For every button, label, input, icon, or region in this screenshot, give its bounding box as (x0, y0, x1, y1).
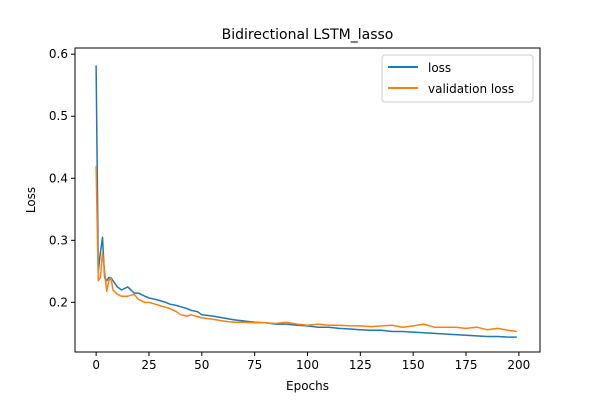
x-tick-label: 75 (247, 358, 262, 372)
series-layer (95, 65, 517, 338)
x-axis-label: Epochs (286, 379, 329, 393)
legend-label-loss: loss (428, 61, 451, 75)
y-tick-label: 0.2 (49, 295, 68, 309)
y-tick-label: 0.5 (49, 109, 68, 123)
x-axis: 0 25 50 75 100 125 150 175 200 (92, 352, 530, 372)
x-tick-label: 50 (194, 358, 209, 372)
x-tick-label: 0 (92, 358, 100, 372)
x-tick-label: 200 (507, 358, 530, 372)
series-line-validation-loss (95, 165, 517, 333)
legend: loss validation loss (381, 54, 534, 103)
x-tick-label: 150 (402, 358, 425, 372)
x-tick-label: 25 (141, 358, 156, 372)
x-tick-label: 125 (349, 358, 372, 372)
legend-label-validation-loss: validation loss (428, 82, 514, 96)
y-tick-label: 0.6 (49, 47, 68, 61)
y-tick-label: 0.4 (49, 171, 68, 185)
x-tick-label: 175 (455, 358, 478, 372)
y-axis: 0.2 0.3 0.4 0.5 0.6 (49, 47, 75, 309)
chart-title: Bidirectional LSTM_lasso (222, 27, 394, 43)
y-tick-label: 0.3 (49, 233, 68, 247)
x-tick-label: 100 (296, 358, 319, 372)
series-line-loss (95, 65, 517, 338)
y-axis-label: Loss (24, 187, 38, 213)
legend-box (381, 54, 534, 103)
